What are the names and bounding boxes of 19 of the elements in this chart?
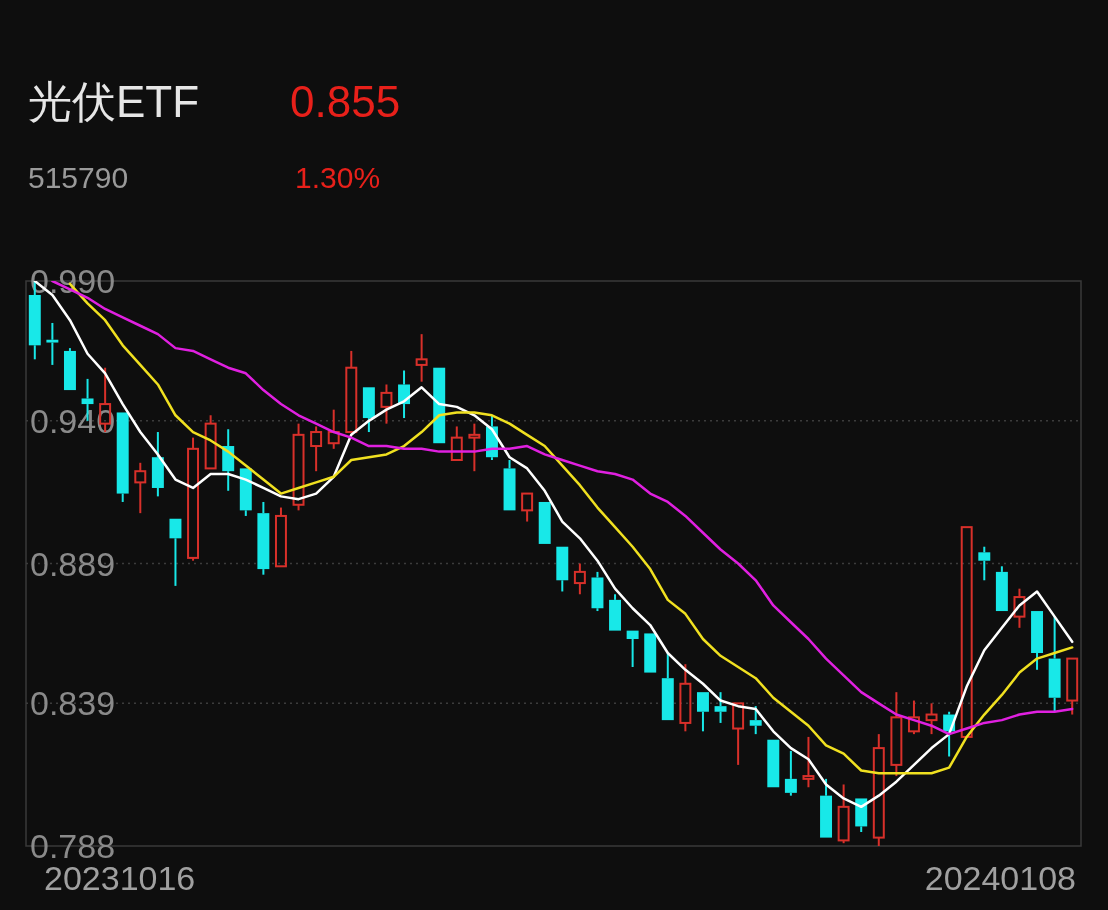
- candlestick: [310, 425, 323, 473]
- candlestick: [591, 570, 604, 613]
- candlestick: [327, 408, 340, 450]
- chart-title: 光伏ETF: [28, 77, 200, 126]
- candlestick: [151, 431, 164, 498]
- text: 1.30%: [295, 161, 381, 194]
- chart-subtitle: 515790: [28, 161, 129, 194]
- y-tick-label: 0.889: [30, 544, 116, 583]
- candlestick: [468, 422, 481, 473]
- candlestick: [784, 749, 797, 797]
- text: 20240108: [924, 859, 1076, 897]
- candlestick: [978, 545, 991, 582]
- candlestick: [257, 500, 270, 576]
- y-tick-label: 0.839: [30, 684, 116, 723]
- y-tick-label: 0.990: [30, 262, 116, 300]
- candlestick: [872, 733, 885, 846]
- candlestick: [415, 333, 428, 383]
- candlestick: [46, 321, 59, 366]
- text: 0.855: [290, 77, 401, 126]
